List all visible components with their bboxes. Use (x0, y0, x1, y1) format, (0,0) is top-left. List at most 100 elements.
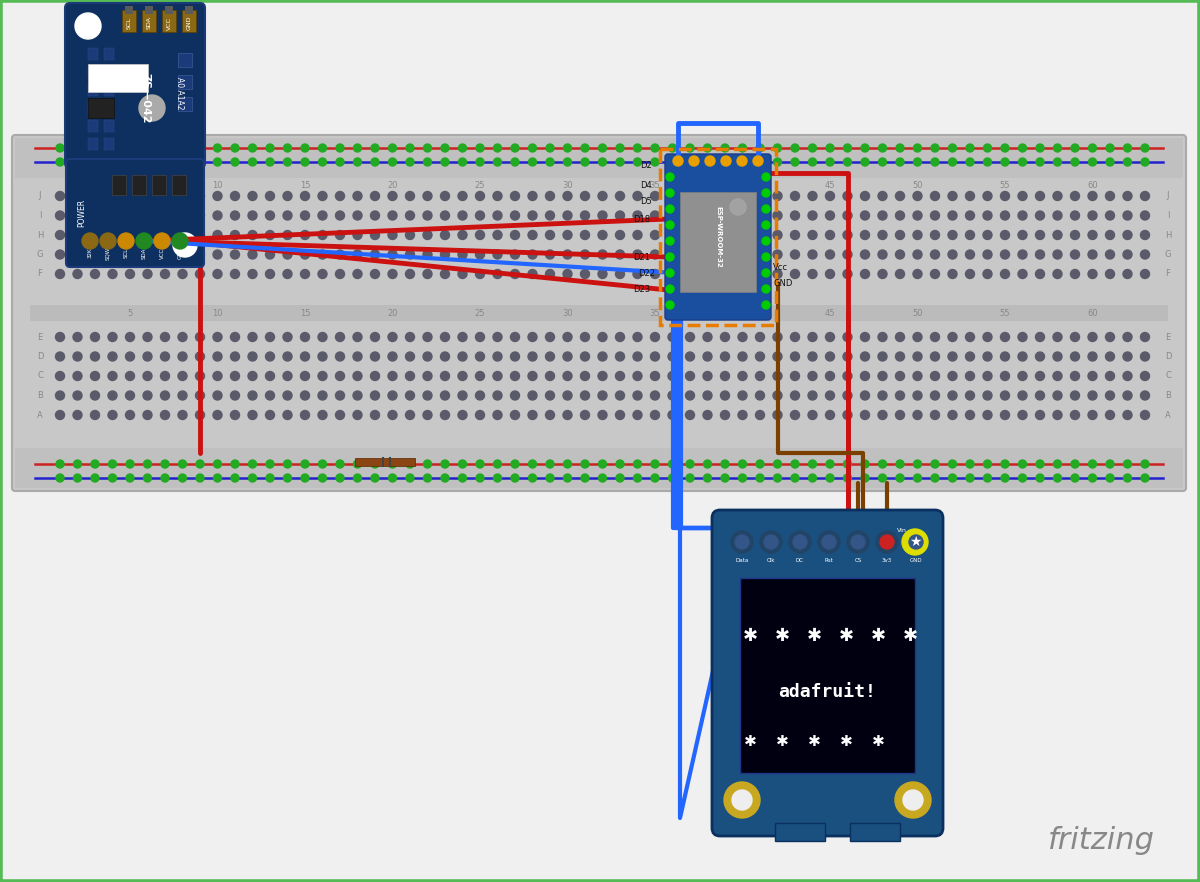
Circle shape (666, 221, 674, 229)
Circle shape (1141, 474, 1150, 482)
Circle shape (301, 144, 310, 152)
Circle shape (913, 158, 922, 166)
Circle shape (685, 333, 695, 341)
Circle shape (616, 333, 624, 341)
Circle shape (650, 371, 660, 380)
Circle shape (73, 474, 82, 482)
Circle shape (178, 230, 187, 240)
Circle shape (144, 144, 151, 152)
Circle shape (842, 371, 852, 380)
Circle shape (336, 333, 344, 341)
Circle shape (1036, 460, 1044, 468)
Circle shape (528, 474, 536, 482)
Circle shape (738, 250, 746, 259)
Circle shape (283, 391, 292, 400)
Circle shape (564, 460, 571, 468)
Circle shape (686, 158, 694, 166)
Circle shape (318, 460, 326, 468)
Circle shape (706, 156, 715, 166)
Circle shape (860, 230, 870, 240)
Circle shape (300, 230, 310, 240)
Circle shape (143, 211, 152, 220)
Text: 35: 35 (649, 309, 660, 318)
Circle shape (546, 371, 554, 380)
Text: ✱: ✱ (840, 734, 852, 749)
Text: adafruit!: adafruit! (779, 683, 876, 700)
Circle shape (1054, 250, 1062, 259)
Text: 3v3: 3v3 (882, 558, 892, 564)
Circle shape (616, 191, 624, 200)
Circle shape (931, 460, 940, 468)
Circle shape (1018, 230, 1027, 240)
Circle shape (546, 333, 554, 341)
Circle shape (389, 144, 396, 152)
Circle shape (73, 410, 82, 420)
Text: GND: GND (773, 279, 792, 288)
Circle shape (318, 352, 326, 361)
Text: C: C (37, 371, 43, 380)
Circle shape (214, 371, 222, 380)
Circle shape (983, 191, 992, 200)
Circle shape (1123, 230, 1132, 240)
Text: GND: GND (178, 247, 182, 259)
Circle shape (1105, 191, 1115, 200)
Circle shape (214, 270, 222, 279)
Text: D23: D23 (634, 286, 650, 295)
Circle shape (300, 211, 310, 220)
Text: Vcc: Vcc (773, 263, 788, 272)
Circle shape (196, 211, 204, 220)
Circle shape (73, 211, 82, 220)
Circle shape (738, 144, 746, 152)
Bar (88, 138, 98, 150)
Circle shape (126, 410, 134, 420)
Circle shape (738, 158, 746, 166)
Circle shape (178, 352, 187, 361)
Circle shape (143, 333, 152, 341)
Circle shape (966, 391, 974, 400)
FancyBboxPatch shape (12, 135, 1186, 491)
Circle shape (336, 410, 344, 420)
Circle shape (73, 333, 82, 341)
Circle shape (475, 352, 485, 361)
Circle shape (73, 270, 82, 279)
Circle shape (738, 371, 746, 380)
Circle shape (895, 782, 931, 818)
Circle shape (336, 391, 344, 400)
Circle shape (1105, 391, 1115, 400)
Text: G: G (37, 250, 43, 259)
Text: D4: D4 (640, 181, 652, 190)
Circle shape (108, 391, 118, 400)
Circle shape (458, 144, 467, 152)
Circle shape (668, 191, 677, 200)
Circle shape (738, 352, 746, 361)
Circle shape (1018, 371, 1027, 380)
Circle shape (878, 230, 887, 240)
Circle shape (599, 144, 606, 152)
Circle shape (528, 270, 538, 279)
Circle shape (90, 352, 100, 361)
Circle shape (860, 352, 870, 361)
Circle shape (283, 460, 292, 468)
Circle shape (984, 474, 991, 482)
Circle shape (1054, 270, 1062, 279)
Circle shape (1140, 250, 1150, 259)
Circle shape (842, 333, 852, 341)
Circle shape (1088, 270, 1097, 279)
Text: I: I (1166, 211, 1169, 220)
Circle shape (546, 211, 554, 220)
Text: 15: 15 (300, 309, 311, 318)
Circle shape (172, 233, 188, 249)
Circle shape (616, 158, 624, 166)
Circle shape (230, 371, 240, 380)
Circle shape (650, 144, 659, 152)
Circle shape (1123, 352, 1132, 361)
Circle shape (1141, 144, 1150, 152)
Circle shape (756, 144, 764, 152)
Circle shape (966, 250, 974, 259)
Circle shape (353, 270, 362, 279)
Circle shape (685, 191, 695, 200)
Circle shape (860, 191, 870, 200)
Circle shape (1070, 371, 1080, 380)
Circle shape (371, 410, 379, 420)
Circle shape (318, 250, 326, 259)
